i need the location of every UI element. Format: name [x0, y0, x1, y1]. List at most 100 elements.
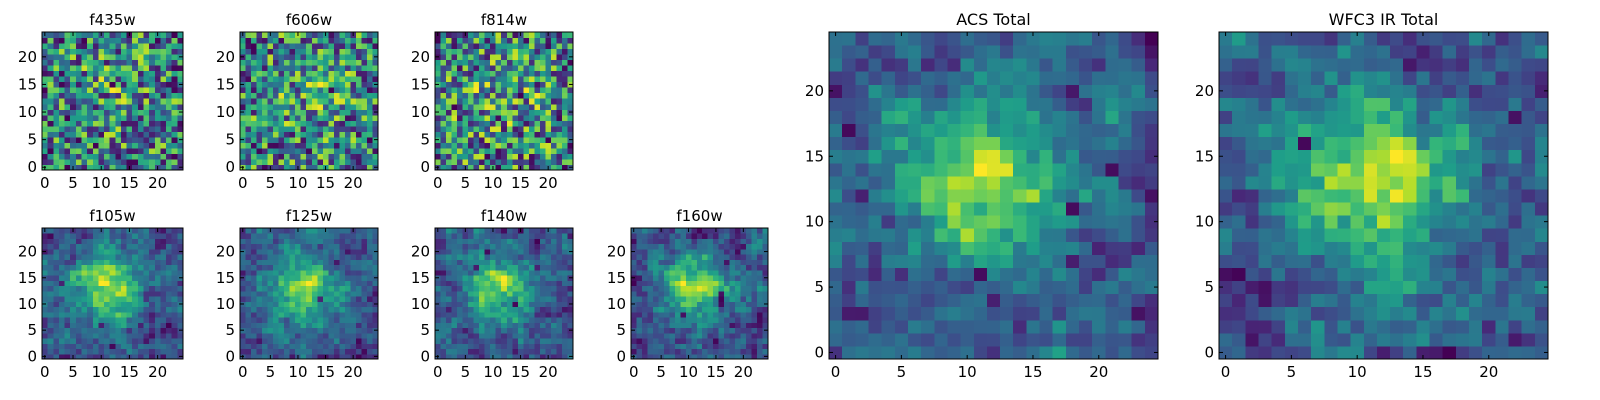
heatmap-cell	[251, 87, 258, 94]
heatmap-cell	[344, 248, 351, 255]
heatmap-cell	[361, 280, 368, 287]
heatmap-cell	[735, 353, 742, 360]
heatmap-cell	[53, 296, 60, 302]
heatmap-cell	[120, 153, 128, 160]
heatmap-cell	[328, 269, 335, 276]
heatmap-cell	[506, 259, 513, 266]
heatmap-cell	[58, 353, 66, 360]
heatmap-cell	[361, 76, 368, 83]
heatmap-cell	[120, 43, 128, 50]
heatmap-cell	[58, 228, 66, 234]
heatmap-cell	[160, 301, 167, 308]
heatmap-cell	[490, 125, 497, 132]
heatmap-cell	[87, 153, 94, 160]
heatmap-cell	[495, 238, 502, 245]
heatmap-cell	[81, 248, 88, 255]
heatmap-cell	[561, 81, 568, 88]
heatmap-cell	[98, 76, 105, 83]
heatmap-cell	[457, 238, 464, 245]
heatmap-cell	[534, 48, 541, 55]
heatmap-cell	[462, 269, 469, 276]
heatmap-cell	[115, 248, 122, 255]
heatmap-cell	[317, 125, 324, 132]
heatmap-cell	[160, 233, 167, 239]
heatmap-cell	[495, 54, 502, 61]
y-tick-label: 20	[18, 243, 37, 261]
heatmap-cell	[166, 311, 173, 318]
heatmap-cell	[528, 275, 535, 281]
heatmap-cell	[339, 59, 346, 66]
heatmap-cell	[1026, 280, 1041, 295]
heatmap-cell	[333, 120, 340, 127]
heatmap-cell	[534, 275, 541, 281]
heatmap-cell	[350, 98, 357, 105]
heatmap-cell	[300, 76, 307, 83]
heatmap-cell	[561, 280, 568, 287]
heatmap-cell	[120, 306, 128, 313]
heatmap-cell	[126, 54, 133, 61]
heatmap-cell	[284, 98, 291, 105]
heatmap-cell	[495, 48, 502, 55]
heatmap-cell	[333, 280, 340, 287]
heatmap-cell	[344, 275, 351, 281]
heatmap-cell	[256, 70, 263, 77]
heatmap-cell	[512, 120, 519, 127]
heatmap-cell	[440, 81, 447, 88]
heatmap-cell	[457, 131, 464, 138]
heatmap-cell	[53, 59, 60, 66]
heatmap-cell	[440, 164, 447, 171]
heatmap-cell	[115, 120, 122, 127]
heatmap-cell	[1079, 306, 1093, 321]
heatmap-cell	[289, 269, 296, 276]
heatmap-cell	[171, 142, 178, 149]
heatmap-cell	[440, 70, 447, 77]
heatmap-cell	[550, 81, 557, 88]
heatmap-cell	[556, 317, 563, 323]
heatmap-cell	[567, 338, 574, 344]
heatmap-cell	[339, 158, 346, 165]
heatmap-cell	[333, 109, 340, 116]
heatmap-cell	[707, 228, 714, 234]
heatmap-cell	[149, 254, 156, 260]
heatmap-cell	[561, 353, 568, 360]
heatmap-cell	[934, 280, 948, 295]
heatmap-cell	[674, 254, 681, 260]
heatmap-cell	[550, 264, 557, 271]
heatmap-cell	[735, 327, 742, 334]
heatmap-cell	[137, 81, 145, 88]
heatmap-cell	[339, 70, 346, 77]
heatmap-cells	[240, 228, 379, 360]
heatmap-cell	[451, 332, 458, 339]
heatmap-cell	[1000, 293, 1014, 308]
heatmap-cell	[696, 228, 703, 234]
heatmap-cell	[160, 136, 167, 143]
heatmap-cell	[707, 259, 714, 266]
heatmap-cell	[724, 306, 731, 313]
heatmap-cell	[317, 348, 324, 355]
heatmap-cell	[669, 228, 676, 234]
heatmap-cell	[366, 87, 373, 94]
heatmap-cell	[724, 296, 731, 302]
heatmap-cell	[278, 348, 285, 355]
heatmap-cell	[306, 65, 313, 72]
heatmap-cell	[132, 296, 139, 302]
heatmap-cell	[506, 301, 513, 308]
heatmap-cell	[446, 59, 453, 66]
x-tick-label: 20	[539, 363, 558, 381]
heatmap-cell	[663, 322, 670, 329]
heatmap-cell	[641, 317, 648, 323]
heatmap-cell	[137, 59, 145, 66]
heatmap-cell	[490, 103, 497, 110]
heatmap-cell	[762, 233, 769, 239]
heatmap-cell	[171, 259, 178, 266]
heatmap-cell	[372, 98, 379, 105]
heatmap-cell	[451, 48, 458, 55]
heatmap-cell	[960, 306, 975, 321]
heatmap-cell	[350, 48, 357, 55]
heatmap-cell	[534, 32, 541, 39]
heatmap-cell	[350, 147, 357, 154]
heatmap-cell	[284, 59, 291, 66]
heatmap-cell	[87, 290, 94, 297]
heatmap-cell	[115, 136, 122, 143]
heatmap-cell	[104, 136, 111, 143]
